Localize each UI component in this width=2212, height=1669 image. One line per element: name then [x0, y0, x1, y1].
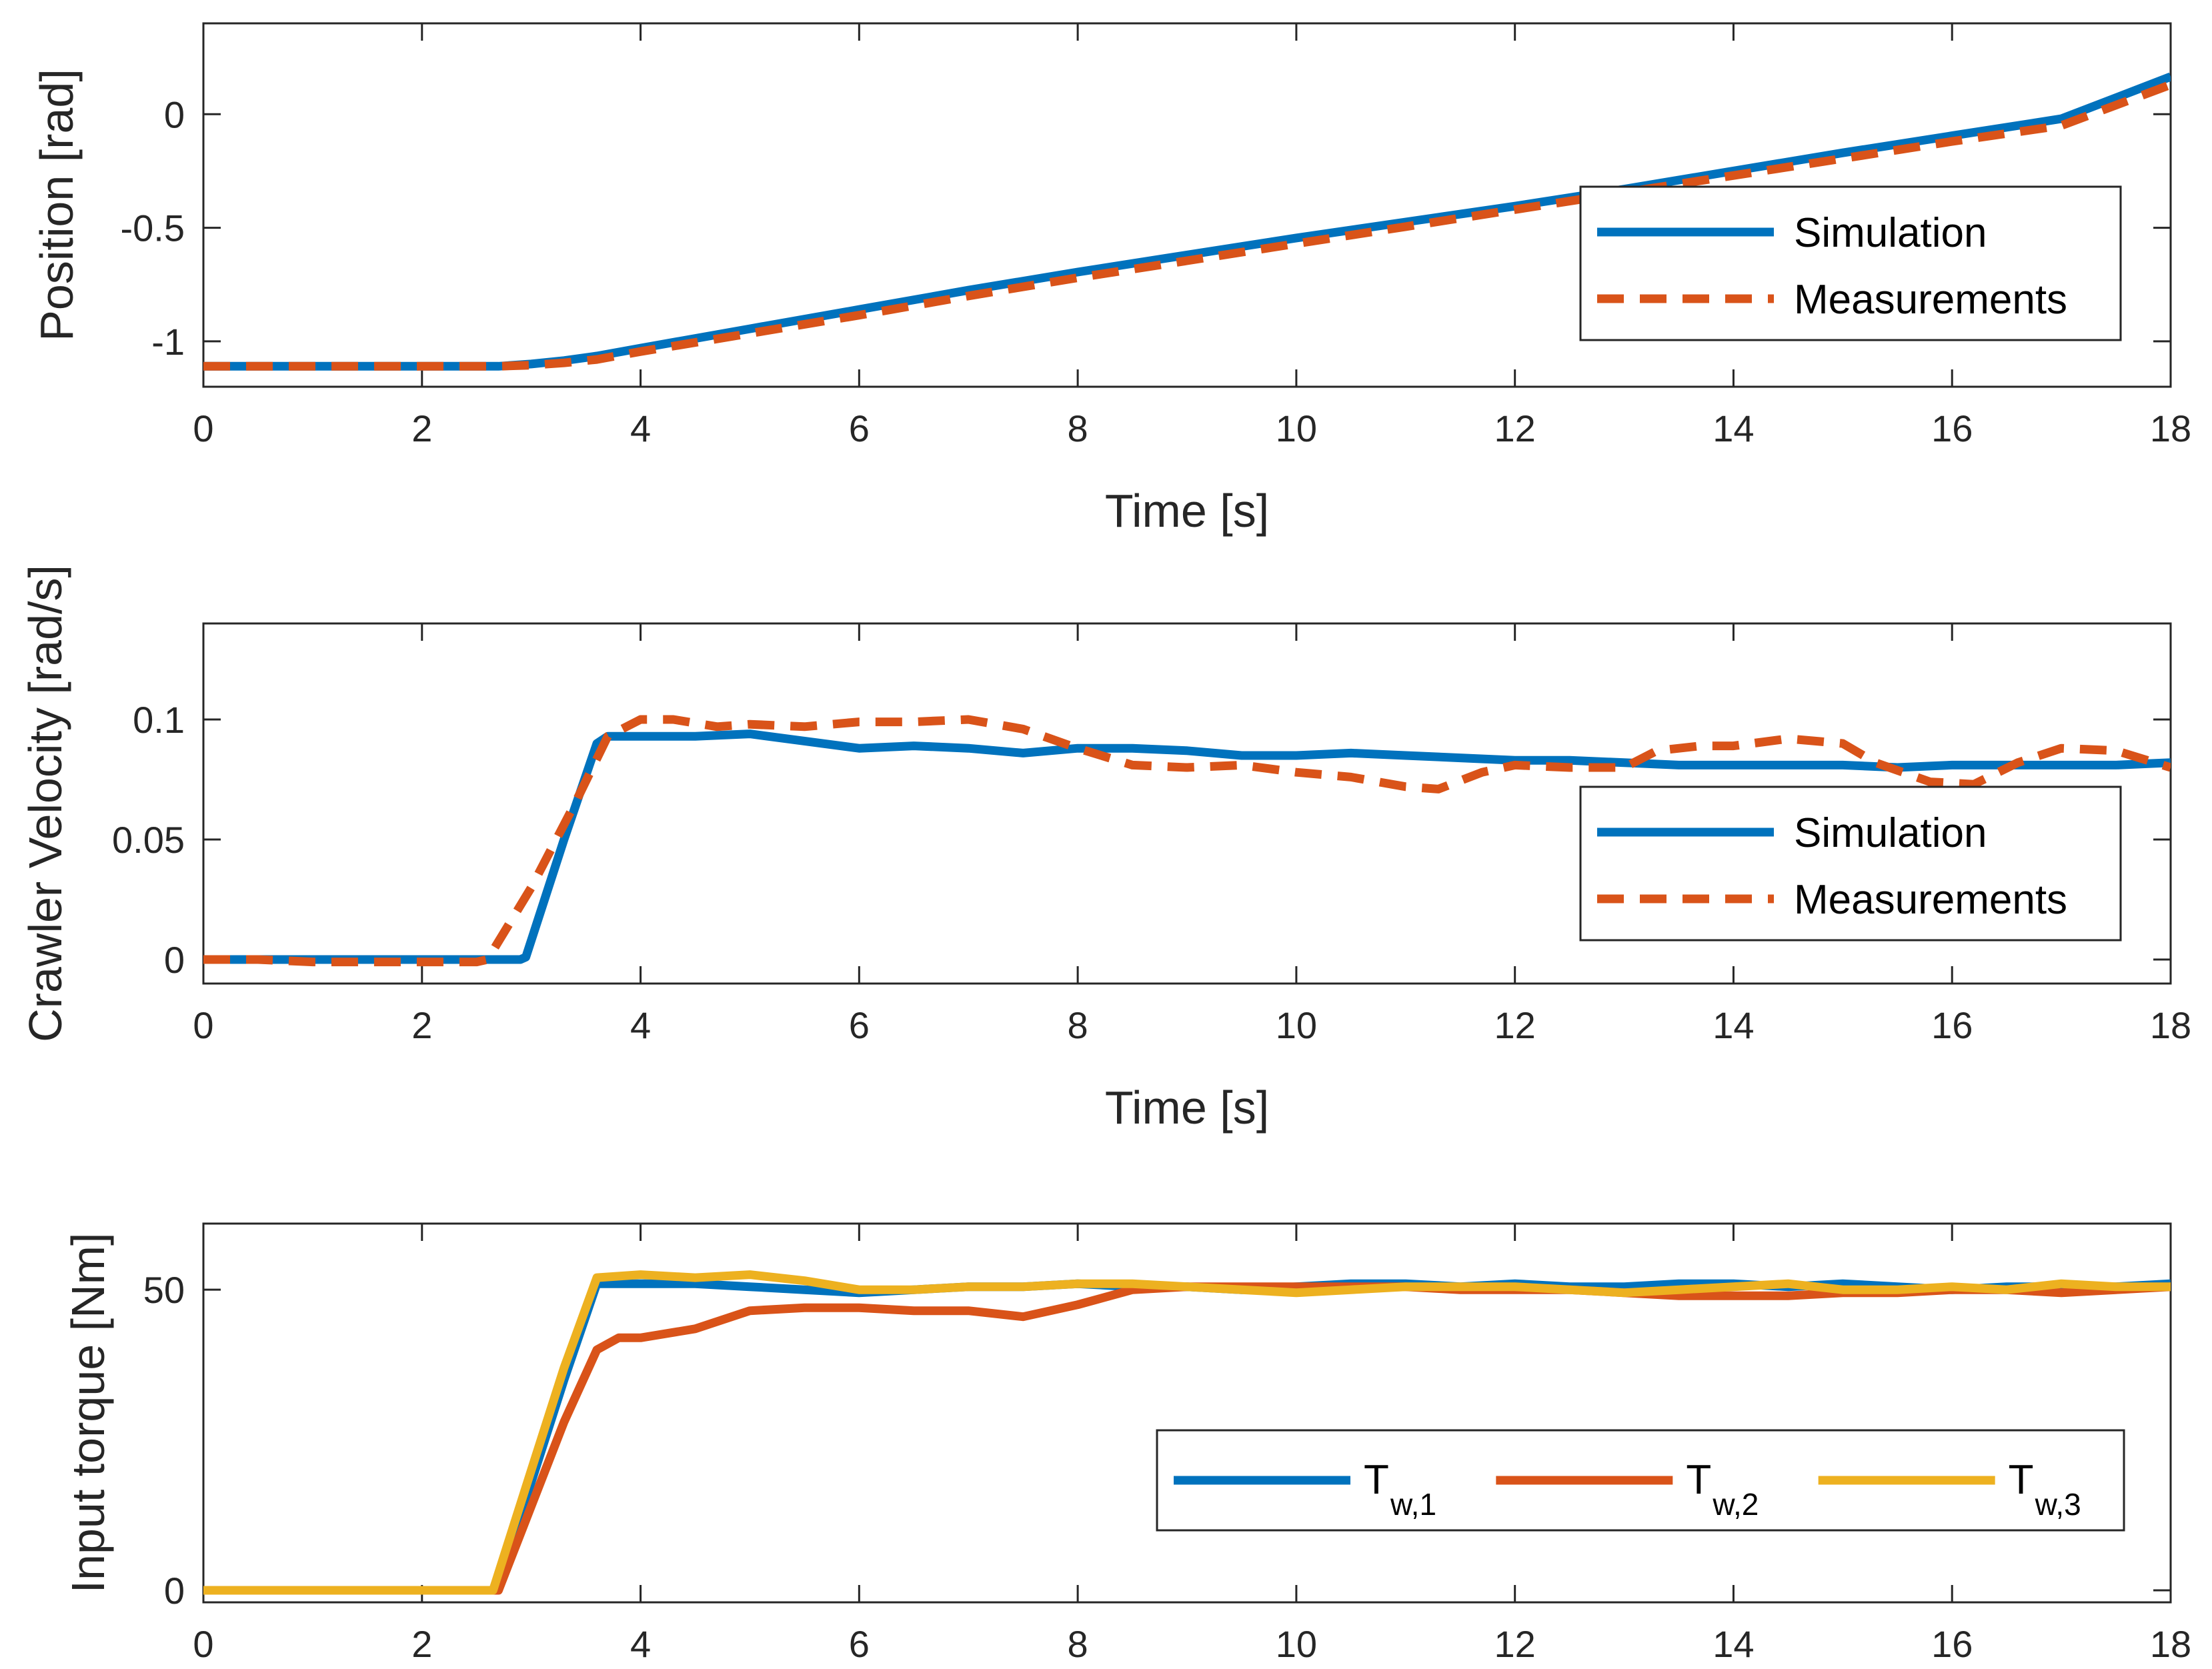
- x-tick-label: 10: [1276, 407, 1317, 449]
- legend-box: [1579, 785, 2122, 942]
- legend-1: Simulation Measurements: [1579, 185, 2122, 341]
- legend-label-subscript: w,3: [2035, 1487, 2081, 1522]
- y-axis-title: Input torque [Nm]: [62, 1233, 114, 1594]
- x-tick-label: 2: [411, 1623, 432, 1665]
- x-tick-label: 10: [1276, 1623, 1317, 1665]
- legend-label: Simulation: [1794, 810, 1987, 856]
- x-tick-label: 6: [849, 1623, 870, 1665]
- series-line-2: [203, 715, 2171, 967]
- x-tick-label: 0: [193, 1623, 213, 1665]
- axes-box-1: [202, 22, 2172, 388]
- series-group: [203, 72, 2171, 371]
- y-tick-label: -0.5: [121, 207, 185, 249]
- legend-3: Tw,1Tw,2Tw,3: [1156, 1429, 2125, 1532]
- series-line-2: [203, 80, 2171, 371]
- x-tick-label: 18: [2150, 1623, 2191, 1665]
- panel-1: 0 2 4 6 8 10 12 14 16 18 -1 -0.5 0 Time [s] Position […: [31, 22, 2191, 537]
- x-tick-label: 2: [411, 1004, 432, 1046]
- x-tick-label: 4: [630, 407, 651, 449]
- series-group: [203, 715, 2171, 967]
- series-line-1: [203, 729, 2171, 964]
- series-line-3: [203, 1270, 2171, 1595]
- y-axis-title: Position [rad]: [31, 69, 83, 341]
- legend-label-subscript: w,1: [1390, 1487, 1436, 1522]
- x-tick-label: 2: [411, 407, 432, 449]
- y-tick-label: 0: [164, 93, 185, 135]
- legend-label: T: [1364, 1457, 1389, 1503]
- x-tick-label: 16: [1931, 1623, 1973, 1665]
- legend-label: Simulation: [1794, 210, 1987, 256]
- x-axis-title: Time [s]: [1105, 1082, 1269, 1134]
- legend-label-subscript: w,2: [1712, 1487, 1759, 1522]
- x-tick-label: 10: [1276, 1004, 1317, 1046]
- legend-label: T: [2009, 1457, 2034, 1503]
- x-tick-label: 14: [1713, 407, 1754, 449]
- x-tick-label: 0: [193, 407, 213, 449]
- x-tick-label: 18: [2150, 407, 2191, 449]
- y-tick-label: 0: [164, 1570, 185, 1612]
- y-axis-title: Crawler Velocity [rad/s]: [19, 565, 71, 1042]
- legend-2: Simulation Measurements: [1579, 785, 2122, 942]
- x-axis-title: Time [s]: [1105, 485, 1269, 537]
- y-tick-label: 0.1: [133, 699, 185, 741]
- y-tick-label: 0: [164, 939, 185, 981]
- x-tick-label: 8: [1068, 407, 1088, 449]
- x-tick-label: 0: [193, 1004, 213, 1046]
- y-tick-label: -1: [151, 321, 185, 363]
- legend-box: [1579, 185, 2122, 341]
- axes-box-2: [202, 622, 2172, 985]
- x-tick-label: 18: [2150, 1004, 2191, 1046]
- x-tick-label: 16: [1931, 1004, 1973, 1046]
- panel-2: 0 2 4 6 8 10 12 14 16 18 0 0.05 0.1 Time [s] Crawler V…: [19, 565, 2191, 1134]
- series-group: [203, 1270, 2171, 1595]
- x-tick-label: 8: [1068, 1004, 1088, 1046]
- x-tick-label: 12: [1494, 407, 1536, 449]
- x-tick-label: 6: [849, 407, 870, 449]
- x-tick-label: 14: [1713, 1004, 1754, 1046]
- legend-label: Measurements: [1794, 877, 2067, 923]
- x-tick-label: 6: [849, 1004, 870, 1046]
- x-tick-label: 12: [1494, 1004, 1536, 1046]
- x-tick-label: 4: [630, 1004, 651, 1046]
- legend-label: T: [1686, 1457, 1711, 1503]
- x-tick-label: 14: [1713, 1623, 1754, 1665]
- x-tick-label: 8: [1068, 1623, 1088, 1665]
- axes-box-3: [202, 1222, 2172, 1604]
- legend-label: Measurements: [1794, 277, 2067, 323]
- y-tick-label: 50: [143, 1269, 185, 1311]
- y-tick-label: 0.05: [112, 819, 185, 861]
- x-tick-label: 4: [630, 1623, 651, 1665]
- x-tick-label: 12: [1494, 1623, 1536, 1665]
- x-tick-label: 16: [1931, 407, 1973, 449]
